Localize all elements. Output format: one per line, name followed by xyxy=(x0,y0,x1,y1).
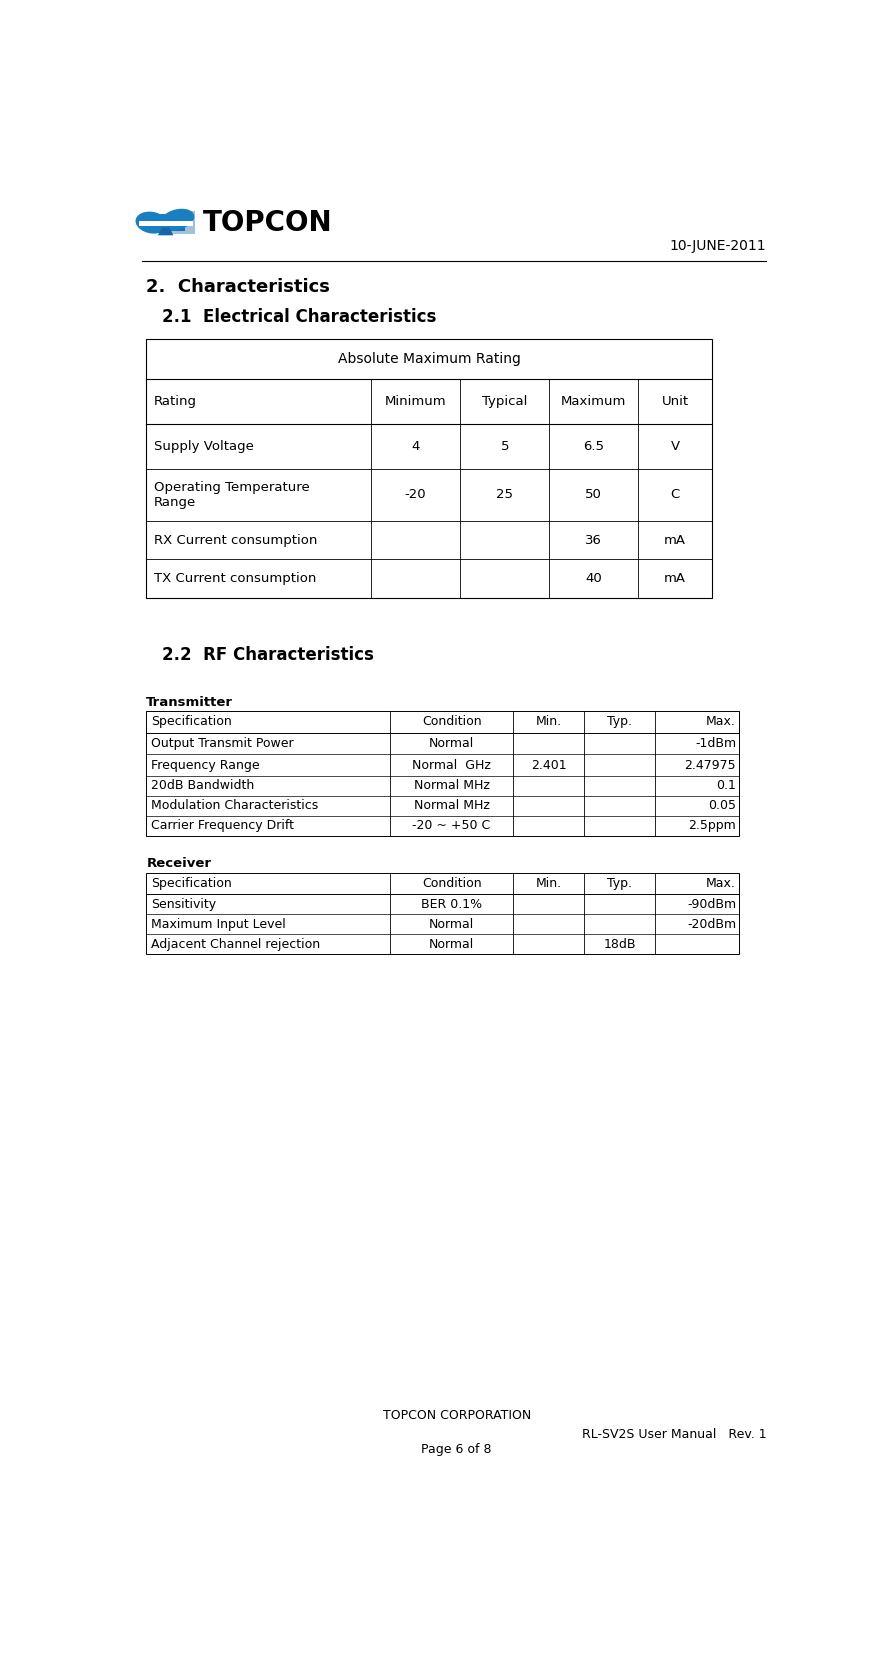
Text: Receiver: Receiver xyxy=(146,858,211,871)
Text: Unit: Unit xyxy=(662,395,689,408)
Text: 2.  Characteristics: 2. Characteristics xyxy=(146,278,331,296)
Text: -90dBm: -90dBm xyxy=(687,898,736,911)
Text: 5: 5 xyxy=(501,440,509,453)
Text: 2.2  RF Characteristics: 2.2 RF Characteristics xyxy=(162,646,373,665)
Text: Min.: Min. xyxy=(535,878,561,891)
Polygon shape xyxy=(169,212,195,233)
Text: Rating: Rating xyxy=(154,395,197,408)
Bar xyxy=(146,873,740,954)
Text: 0.05: 0.05 xyxy=(708,800,736,812)
Text: 2.1  Electrical Characteristics: 2.1 Electrical Characteristics xyxy=(162,309,436,327)
Bar xyxy=(146,339,712,598)
Text: Specification: Specification xyxy=(151,878,232,891)
Text: Page 6 of 8: Page 6 of 8 xyxy=(421,1443,492,1456)
Text: C: C xyxy=(671,488,680,501)
Text: 0.1: 0.1 xyxy=(716,779,736,792)
Text: Carrier Frequency Drift: Carrier Frequency Drift xyxy=(151,820,294,833)
Text: Maximum Input Level: Maximum Input Level xyxy=(151,917,286,931)
Text: 50: 50 xyxy=(585,488,602,501)
Text: mA: mA xyxy=(664,572,686,585)
Text: mA: mA xyxy=(664,534,686,547)
Text: 40: 40 xyxy=(585,572,602,585)
Text: -1dBm: -1dBm xyxy=(695,737,736,750)
Text: Normal: Normal xyxy=(429,917,474,931)
Bar xyxy=(146,711,740,836)
Text: RX Current consumption: RX Current consumption xyxy=(154,534,317,547)
Ellipse shape xyxy=(135,212,168,233)
Text: 36: 36 xyxy=(585,534,602,547)
Text: Absolute Maximum Rating: Absolute Maximum Rating xyxy=(338,352,520,367)
Text: V: V xyxy=(671,440,680,453)
Ellipse shape xyxy=(160,208,194,230)
Text: Typ.: Typ. xyxy=(608,716,633,729)
Text: 2.5ppm: 2.5ppm xyxy=(688,820,736,833)
Text: Typical: Typical xyxy=(482,395,527,408)
Text: Sensitivity: Sensitivity xyxy=(151,898,216,911)
Text: TOPCON CORPORATION: TOPCON CORPORATION xyxy=(382,1410,531,1422)
Text: 20dB Bandwidth: 20dB Bandwidth xyxy=(151,779,254,792)
Text: Adjacent Channel rejection: Adjacent Channel rejection xyxy=(151,937,320,950)
Text: Condition: Condition xyxy=(421,878,481,891)
Text: Max.: Max. xyxy=(707,716,736,729)
Text: TX Current consumption: TX Current consumption xyxy=(154,572,316,585)
Text: 10-JUNE-2011: 10-JUNE-2011 xyxy=(670,240,766,253)
Text: 2.401: 2.401 xyxy=(531,759,567,772)
Text: Normal MHz: Normal MHz xyxy=(413,779,489,792)
Text: -20dBm: -20dBm xyxy=(687,917,736,931)
Text: -20: -20 xyxy=(405,488,427,501)
Text: Max.: Max. xyxy=(707,878,736,891)
Text: 25: 25 xyxy=(496,488,513,501)
Text: BER 0.1%: BER 0.1% xyxy=(421,898,482,911)
Text: 2.47975: 2.47975 xyxy=(684,759,736,772)
Text: -20 ~ +50 C: -20 ~ +50 C xyxy=(413,820,491,833)
Text: Frequency Range: Frequency Range xyxy=(151,759,259,772)
Polygon shape xyxy=(138,222,192,225)
Text: Condition: Condition xyxy=(421,716,481,729)
Text: Maximum: Maximum xyxy=(561,395,626,408)
Text: Operating Temperature
Range: Operating Temperature Range xyxy=(154,481,310,509)
Text: Normal: Normal xyxy=(429,937,474,950)
Text: Normal MHz: Normal MHz xyxy=(413,800,489,812)
Text: Normal: Normal xyxy=(429,737,474,750)
Polygon shape xyxy=(146,213,185,231)
Polygon shape xyxy=(158,228,174,235)
Text: Specification: Specification xyxy=(151,716,232,729)
Text: Minimum: Minimum xyxy=(385,395,446,408)
Text: Output Transmit Power: Output Transmit Power xyxy=(151,737,293,750)
Text: 4: 4 xyxy=(412,440,420,453)
Text: Normal  GHz: Normal GHz xyxy=(413,759,491,772)
Text: Modulation Characteristics: Modulation Characteristics xyxy=(151,800,318,812)
Text: Transmitter: Transmitter xyxy=(146,696,233,709)
Text: 6.5: 6.5 xyxy=(584,440,604,453)
Text: Min.: Min. xyxy=(535,716,561,729)
Text: Typ.: Typ. xyxy=(608,878,633,891)
Text: 18dB: 18dB xyxy=(603,937,636,950)
Text: RL-SV2S User Manual   Rev. 1: RL-SV2S User Manual Rev. 1 xyxy=(582,1428,766,1441)
Text: Supply Voltage: Supply Voltage xyxy=(154,440,254,453)
Text: TOPCON: TOPCON xyxy=(203,208,332,236)
